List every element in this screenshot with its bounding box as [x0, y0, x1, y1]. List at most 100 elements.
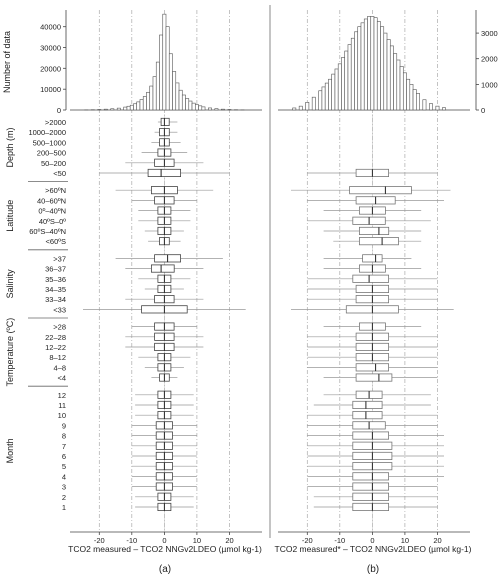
- category-label: 33–34: [45, 295, 66, 304]
- box-iqr: [352, 274, 389, 283]
- category-label: 5: [62, 462, 66, 471]
- box-iqr: [352, 502, 389, 511]
- panel-a-labels: Number of data (a) TCO2 measured – TCO2 …: [2, 31, 262, 575]
- category-label: 22–28: [45, 333, 66, 342]
- hist-bar: [136, 101, 141, 111]
- hist-y-tick-label: 2000: [481, 55, 498, 64]
- box-iqr: [355, 363, 390, 372]
- xlabel-b: TCO2 measured* – TCO2 NNGv2LDEO (µmol kg…: [275, 544, 472, 554]
- category-label: <60ºS: [46, 237, 66, 246]
- x-tick-label: -10: [334, 536, 345, 545]
- hist-bar: [409, 84, 414, 111]
- hist-y-tick-label: 0: [57, 106, 61, 115]
- hist-y-tick-label: 40000: [40, 23, 61, 32]
- x-tick-label: 20: [225, 536, 233, 545]
- category-label: >37: [53, 254, 66, 263]
- panel-b-labels: (b) TCO2 measured* – TCO2 NNGv2LDEO (µmo…: [275, 544, 472, 575]
- hist-bar: [185, 98, 190, 111]
- hist-bar: [386, 39, 391, 111]
- hist-bar: [110, 108, 115, 111]
- hist-y-tick-label: 0: [481, 106, 485, 115]
- hist-bar: [133, 103, 138, 111]
- hist-bar: [380, 26, 385, 111]
- box-iqr: [358, 226, 390, 236]
- category-label: <33: [53, 305, 66, 314]
- hist-bar: [318, 90, 323, 111]
- category-label: >60ºN: [45, 186, 66, 195]
- hist-bar: [142, 96, 147, 111]
- group-label-salinity: Salinity: [5, 269, 15, 299]
- category-label: 8: [62, 432, 66, 441]
- category-label: 50–200: [41, 159, 66, 168]
- category-label: 1000–2000: [28, 128, 66, 137]
- hist-bar: [292, 107, 297, 111]
- hist-bar: [412, 89, 417, 111]
- hist-bar: [347, 44, 352, 111]
- category-label: 2: [62, 493, 66, 502]
- hist-bar: [178, 89, 183, 111]
- box-iqr: [358, 237, 399, 246]
- category-label: >2000: [45, 118, 66, 127]
- box-iqr: [355, 373, 393, 382]
- hist-ylabel: Number of data: [2, 31, 12, 93]
- hist-bar: [396, 59, 401, 111]
- category-label: 8–12: [49, 353, 66, 362]
- x-tick-label: 0: [162, 536, 166, 545]
- hist-bar: [373, 17, 378, 111]
- box-iqr: [160, 117, 170, 127]
- category-label: 12: [58, 391, 66, 400]
- hist-bar: [360, 22, 365, 111]
- x-tick-label: -10: [126, 536, 137, 545]
- group-label-temperature-c: Temperature (ºC): [5, 318, 15, 387]
- hist-bar: [350, 37, 355, 111]
- hist-bar: [175, 82, 180, 111]
- hist-bar: [402, 72, 407, 111]
- category-label: 200–500: [37, 149, 66, 158]
- hist-bar: [298, 105, 303, 111]
- category-label: 9: [62, 421, 66, 430]
- hist-bar: [146, 91, 151, 111]
- hist-bar: [416, 93, 420, 111]
- hist-bar: [321, 86, 326, 111]
- category-label: 60ºS–40ºN: [29, 227, 66, 236]
- hist-bar: [208, 107, 212, 111]
- x-tick-label: -20: [302, 536, 313, 545]
- hist-bar: [357, 26, 362, 111]
- category-label: 10: [58, 411, 66, 420]
- xlabel-a: TCO2 measured – TCO2 NNGv2LDEO (µmol kg-…: [68, 544, 262, 554]
- x-tick-label: -20: [94, 536, 105, 545]
- hist-bar: [198, 105, 203, 111]
- box-iqr: [352, 400, 383, 409]
- x-tick-label: 10: [401, 536, 409, 545]
- hist-bar: [331, 73, 336, 111]
- hist-bar: [341, 57, 346, 111]
- hist-bar: [334, 68, 339, 111]
- group-label-month: Month: [5, 438, 15, 463]
- group-labels: Depth (m) Latitude Salinity Temperature (ºC…: [5, 127, 68, 463]
- hist-bar: [201, 106, 206, 111]
- hist-bar: [383, 32, 388, 111]
- category-label: 40–60ºN: [37, 196, 66, 205]
- hist-bar: [168, 53, 173, 111]
- hist-bar: [152, 76, 157, 111]
- hist-bar: [97, 109, 102, 111]
- hist-bar: [191, 102, 196, 111]
- hist-bar: [429, 103, 433, 111]
- hist-bar: [172, 71, 177, 111]
- hist-y-tick-label: 1000: [481, 80, 498, 89]
- hist-y-tick-label: 30000: [40, 44, 61, 53]
- category-label: <50: [53, 169, 66, 178]
- hist-bar: [165, 26, 170, 111]
- category-label: 0º–40ºN: [38, 207, 66, 216]
- category-label: 3: [62, 483, 66, 492]
- box-iqr: [349, 186, 412, 195]
- category-label: 6: [62, 452, 66, 461]
- category-label: 4–8: [53, 363, 66, 372]
- category-label: 7: [62, 442, 66, 451]
- hist-bar: [181, 94, 186, 111]
- hist-bar: [214, 108, 219, 111]
- hist-y-tick-label: 3000: [481, 29, 498, 38]
- panel-a: 0 10000 20000 30000 40000 -20 -10 0 10 20: [40, 10, 262, 545]
